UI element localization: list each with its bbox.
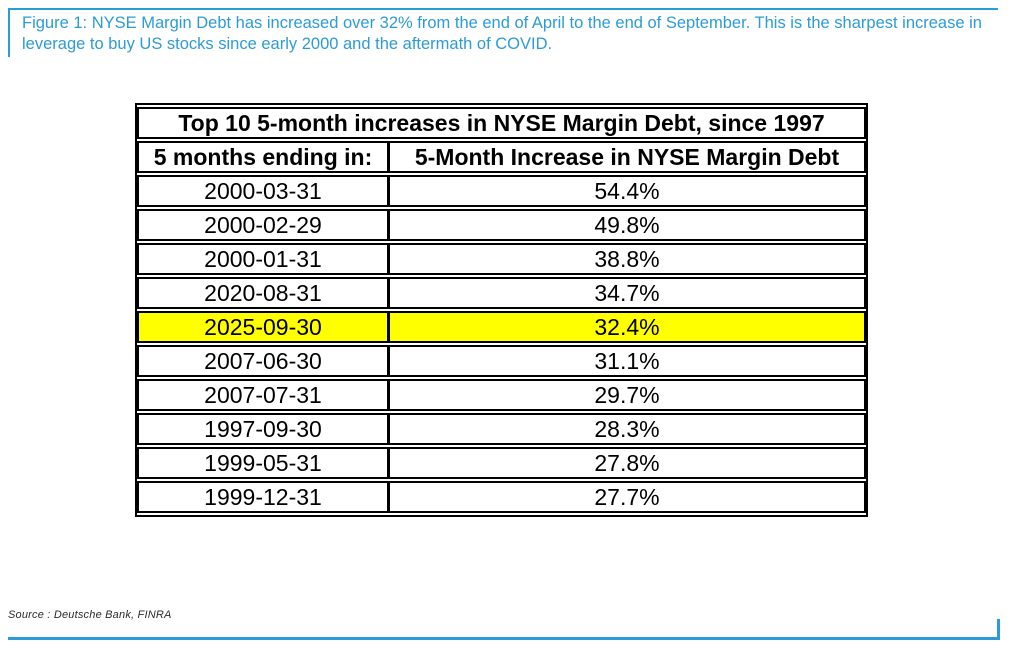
cell-increase: 38.8% <box>389 243 866 275</box>
table-title: Top 10 5-month increases in NYSE Margin … <box>137 107 866 139</box>
cell-increase: 31.1% <box>389 345 866 377</box>
margin-debt-table: Top 10 5-month increases in NYSE Margin … <box>135 103 868 517</box>
source-note: Source : Deutsche Bank, FINRA <box>8 609 172 621</box>
cell-date: 2007-07-31 <box>137 379 389 411</box>
top-accent-rule <box>8 8 998 10</box>
cell-date: 2007-06-30 <box>137 345 389 377</box>
cell-date: 1999-05-31 <box>137 447 389 479</box>
cell-increase: 28.3% <box>389 413 866 445</box>
table-row: 2007-06-30 31.1% <box>137 345 866 377</box>
cell-increase: 49.8% <box>389 209 866 241</box>
table-row: 2000-03-31 54.4% <box>137 175 866 207</box>
table-row: 2020-08-31 34.7% <box>137 277 866 309</box>
cell-increase: 34.7% <box>389 277 866 309</box>
figure-caption: Figure 1: NYSE Margin Debt has increased… <box>22 14 982 53</box>
cell-date: 1997-09-30 <box>137 413 389 445</box>
table-header-row: 5 months ending in: 5-Month Increase in … <box>137 141 866 173</box>
cell-date: 2025-09-30 <box>137 311 389 343</box>
bottom-accent-rule <box>8 637 1000 640</box>
table-row: 2000-02-29 49.8% <box>137 209 866 241</box>
caption-left-accent-rule <box>8 8 10 57</box>
table-row: 1999-12-31 27.7% <box>137 481 866 513</box>
column-header-date: 5 months ending in: <box>137 141 389 173</box>
cell-date: 2020-08-31 <box>137 277 389 309</box>
cell-increase: 32.4% <box>389 311 866 343</box>
table-title-row: Top 10 5-month increases in NYSE Margin … <box>137 107 866 139</box>
table-row: 2000-01-31 38.8% <box>137 243 866 275</box>
table-row: 1999-05-31 27.8% <box>137 447 866 479</box>
cell-increase: 27.8% <box>389 447 866 479</box>
cell-increase: 29.7% <box>389 379 866 411</box>
table-row-highlighted: 2025-09-30 32.4% <box>137 311 866 343</box>
table-row: 2007-07-31 29.7% <box>137 379 866 411</box>
cell-increase: 54.4% <box>389 175 866 207</box>
cell-date: 2000-02-29 <box>137 209 389 241</box>
column-header-increase: 5-Month Increase in NYSE Margin Debt <box>389 141 866 173</box>
table-row: 1997-09-30 28.3% <box>137 413 866 445</box>
cell-increase: 27.7% <box>389 481 866 513</box>
bottom-right-accent-tick <box>997 619 1000 640</box>
cell-date: 1999-12-31 <box>137 481 389 513</box>
cell-date: 2000-01-31 <box>137 243 389 275</box>
cell-date: 2000-03-31 <box>137 175 389 207</box>
